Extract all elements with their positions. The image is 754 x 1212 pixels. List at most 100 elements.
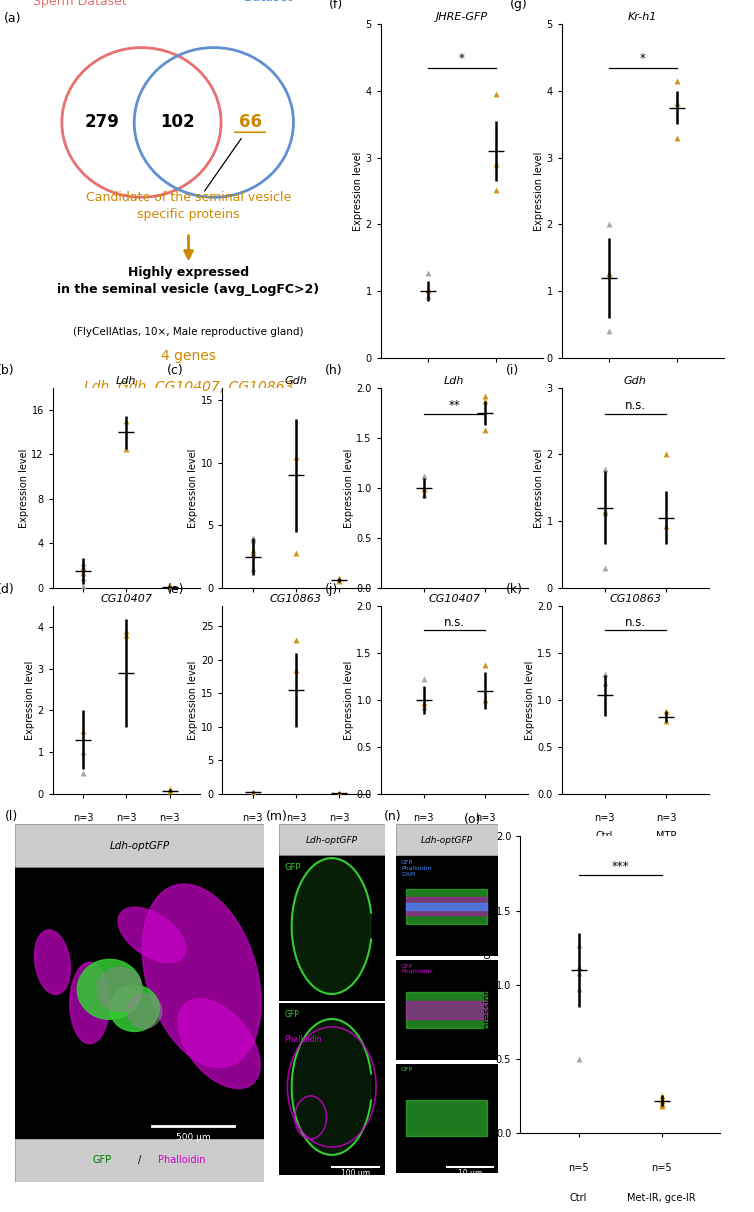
- Text: ***: ***: [611, 859, 629, 873]
- Text: n=3: n=3: [667, 391, 687, 401]
- Point: [489, 155, 501, 175]
- Point: [479, 691, 491, 710]
- Text: /: /: [138, 1155, 141, 1165]
- Text: 10 μm: 10 μm: [458, 1170, 482, 1178]
- Text: 100 μm: 100 μm: [341, 1170, 370, 1178]
- Text: **: **: [449, 399, 460, 412]
- Point: [418, 669, 430, 688]
- Text: Ctrl: Ctrl: [596, 831, 613, 841]
- Y-axis label: Expression level: Expression level: [534, 152, 544, 230]
- Polygon shape: [406, 993, 487, 1028]
- FancyBboxPatch shape: [279, 824, 385, 854]
- Text: n=3: n=3: [159, 608, 179, 618]
- Y-axis label: Expression level: Expression level: [344, 448, 354, 527]
- Title: JHRE-GFP: JHRE-GFP: [436, 12, 488, 22]
- Point: [422, 280, 434, 299]
- Text: *: *: [459, 52, 464, 65]
- FancyBboxPatch shape: [15, 824, 264, 867]
- Text: n=5: n=5: [651, 1164, 672, 1173]
- Polygon shape: [292, 1019, 371, 1155]
- Title: CG10407: CG10407: [100, 594, 152, 604]
- Y-axis label: Expression level: Expression level: [353, 152, 363, 230]
- Point: [77, 764, 89, 783]
- Text: Met-IR, gce-IR: Met-IR, gce-IR: [627, 1193, 696, 1202]
- Text: (FlyCellAtlas, 10×, Male reproductive gland): (FlyCellAtlas, 10×, Male reproductive gl…: [73, 327, 304, 337]
- Text: (a): (a): [4, 12, 21, 25]
- Point: [603, 264, 615, 284]
- FancyBboxPatch shape: [279, 1004, 385, 1174]
- Text: 4 genes: 4 genes: [161, 349, 216, 362]
- Y-axis label: Expression level: Expression level: [525, 661, 535, 739]
- Point: [670, 72, 682, 91]
- Point: [418, 697, 430, 716]
- Text: n.s.: n.s.: [624, 399, 646, 412]
- Polygon shape: [109, 985, 159, 1031]
- Point: [77, 568, 89, 588]
- Point: [290, 543, 302, 562]
- Text: GFP: GFP: [401, 1068, 413, 1073]
- Text: n=3: n=3: [73, 812, 93, 823]
- Text: GFP
Phalloidin
DAPI: GFP Phalloidin DAPI: [401, 861, 431, 876]
- Text: SV: SV: [290, 628, 302, 638]
- Point: [164, 577, 176, 596]
- Text: MTP: MTP: [667, 424, 687, 434]
- FancyBboxPatch shape: [15, 867, 264, 1139]
- Point: [120, 622, 133, 641]
- Point: [77, 564, 89, 583]
- Y-axis label: Expression level: Expression level: [188, 448, 198, 527]
- Text: Phalloidin: Phalloidin: [158, 1155, 206, 1165]
- Point: [247, 560, 259, 579]
- Text: n.s.: n.s.: [443, 616, 465, 629]
- Text: Ldh, Gdh, CG10407, CG10863: Ldh, Gdh, CG10407, CG10863: [84, 381, 293, 394]
- Point: [599, 558, 611, 577]
- Polygon shape: [406, 903, 487, 910]
- Point: [660, 516, 672, 536]
- Polygon shape: [406, 1001, 487, 1019]
- Title: Ldh: Ldh: [116, 376, 136, 385]
- FancyBboxPatch shape: [396, 1064, 498, 1173]
- Text: GFP: GFP: [284, 863, 301, 873]
- Point: [599, 664, 611, 684]
- Point: [656, 1097, 668, 1116]
- Polygon shape: [406, 888, 487, 925]
- Point: [247, 528, 259, 548]
- Polygon shape: [406, 897, 487, 915]
- Text: n=3: n=3: [329, 608, 349, 618]
- Point: [489, 179, 501, 199]
- Text: SV: SV: [290, 831, 302, 841]
- Point: [290, 447, 302, 467]
- Point: [247, 543, 259, 562]
- Polygon shape: [97, 967, 142, 1011]
- Point: [572, 934, 584, 954]
- Text: n=3: n=3: [486, 391, 506, 401]
- Text: n=3: n=3: [418, 391, 438, 401]
- Point: [599, 503, 611, 522]
- Polygon shape: [143, 884, 261, 1068]
- Text: Ctrl: Ctrl: [415, 831, 432, 841]
- Text: AG: AG: [333, 628, 346, 638]
- Text: GFP: GFP: [284, 1010, 299, 1019]
- Text: n=3: n=3: [243, 608, 263, 618]
- Y-axis label: Expression level: Expression level: [19, 448, 29, 527]
- Text: Candidate of the seminal vesicle
specific proteins: Candidate of the seminal vesicle specifi…: [86, 191, 291, 222]
- Title: Ldh: Ldh: [444, 376, 464, 385]
- Text: Phalloidin: Phalloidin: [284, 1035, 322, 1044]
- Point: [479, 387, 491, 406]
- FancyBboxPatch shape: [396, 960, 498, 1060]
- Text: n=3: n=3: [286, 812, 306, 823]
- Point: [77, 743, 89, 762]
- Text: (j): (j): [325, 583, 338, 596]
- Text: AG: AG: [163, 628, 176, 638]
- Text: (f): (f): [329, 0, 343, 11]
- Point: [120, 411, 133, 430]
- Text: n=3: n=3: [116, 812, 136, 823]
- Polygon shape: [35, 930, 70, 995]
- Point: [599, 674, 611, 693]
- Text: SV: SV: [120, 831, 133, 841]
- Point: [164, 779, 176, 799]
- Text: AG: AG: [333, 831, 346, 841]
- Point: [418, 467, 430, 486]
- Title: CG10863: CG10863: [270, 594, 322, 604]
- Text: 279: 279: [84, 114, 119, 131]
- Text: n=3: n=3: [594, 608, 615, 618]
